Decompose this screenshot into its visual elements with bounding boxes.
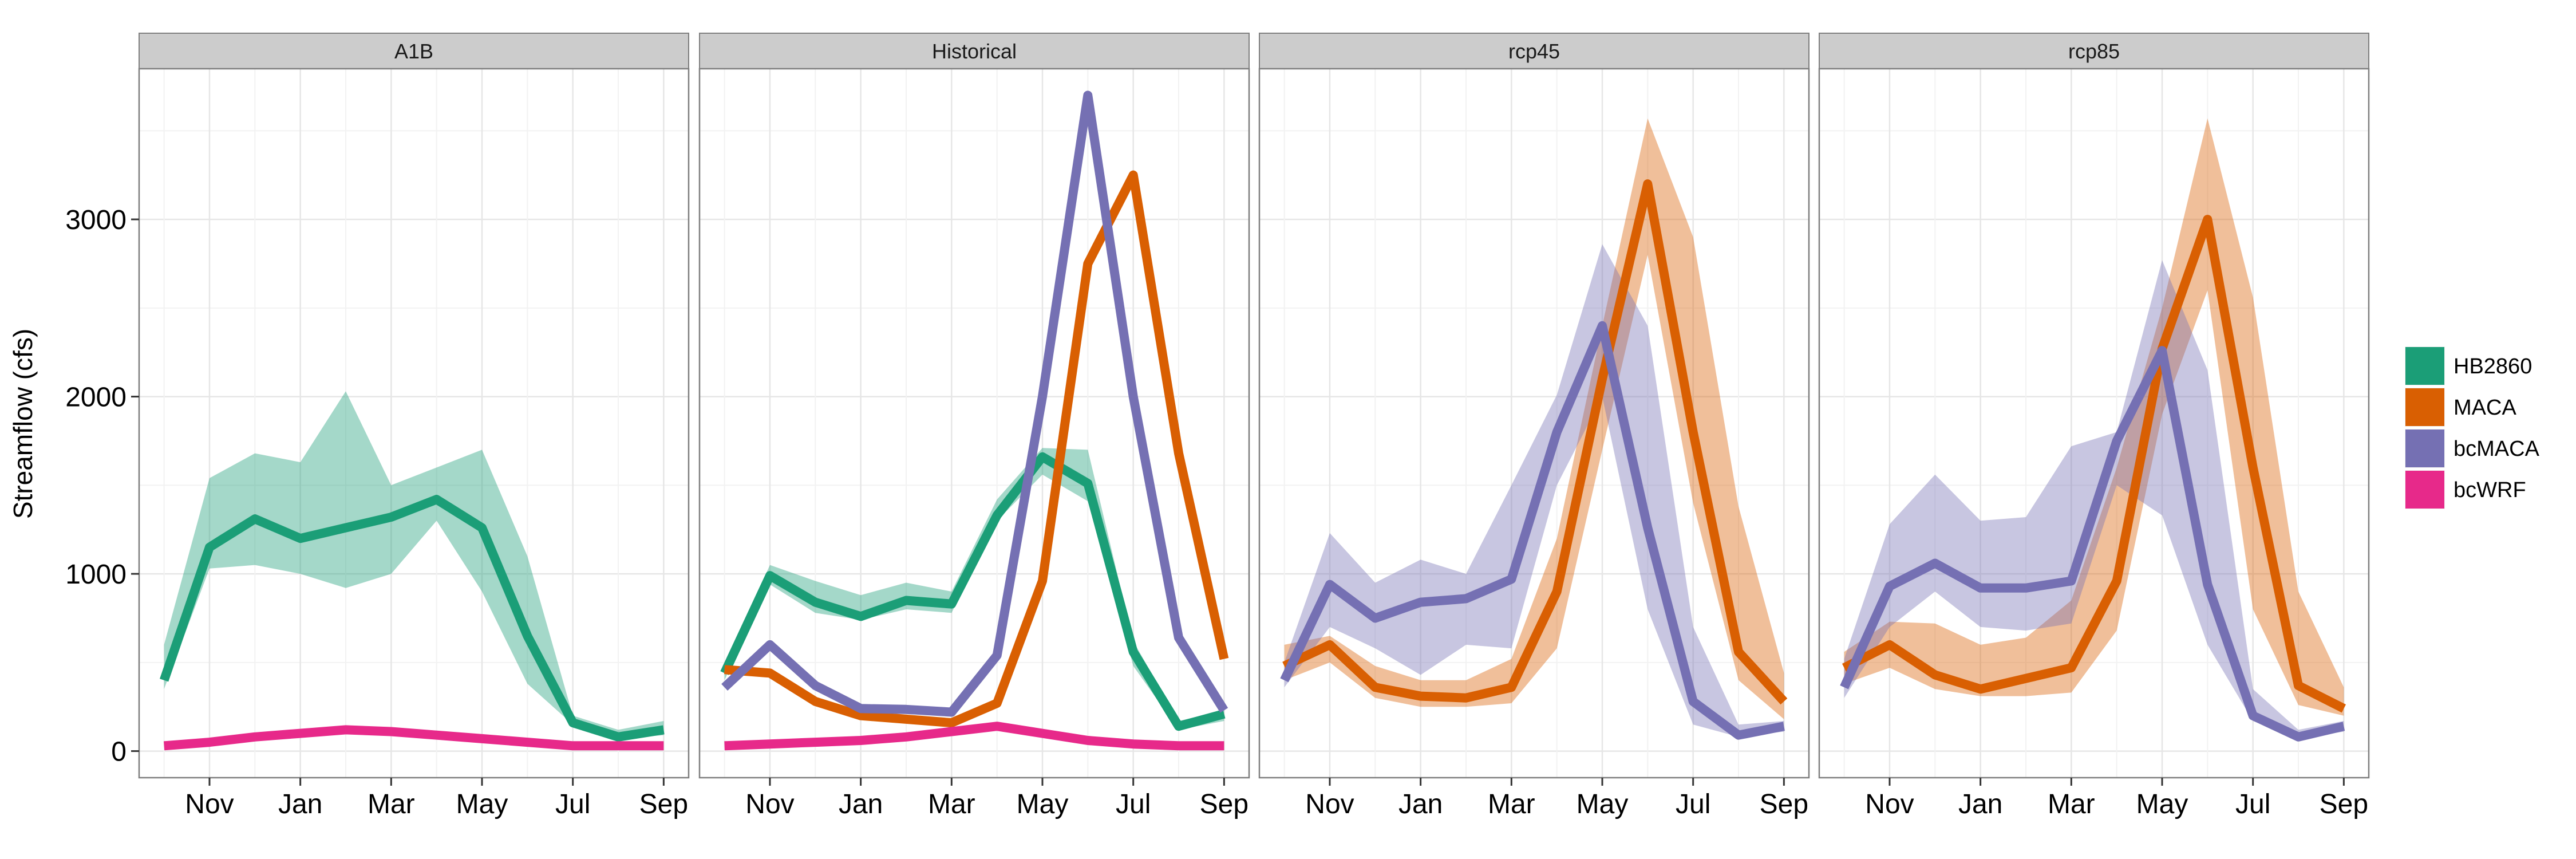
x-axis: Nov Jan Mar May Jul Sep [1865,778,2368,819]
facet-label: rcp85 [2068,40,2120,63]
facet-strip [1819,33,2369,69]
gridlines [1259,69,1809,778]
x-tick-label: Nov [1865,789,1914,819]
x-tick-label: Sep [1760,789,1808,819]
x-tick-label: May [1017,789,1069,819]
x-axis: Nov Jan Mar May Jul Sep [745,778,1249,819]
series-line-maca [1282,179,1788,705]
x-tick-label: May [1577,789,1629,819]
x-tick-label: Mar [368,789,415,819]
facet-label: rcp45 [1508,40,1560,63]
legend-swatch [2405,471,2444,509]
panel-border [1818,68,2370,779]
x-tick-label: Jan [839,789,883,819]
series-line-hb2860 [160,495,665,742]
legend-label: HB2860 [2453,354,2532,379]
x-tick-label: Jul [1676,789,1710,819]
legend-swatch [2405,430,2444,467]
x-tick-label: Jul [2235,789,2270,819]
legend-label: bcWRF [2453,478,2526,502]
x-axis: Nov Jan Mar May Jul Sep [185,778,688,819]
facet-strip [1259,33,1809,69]
facet-strip [139,33,689,69]
x-tick-label: Mar [1488,789,1535,819]
legend-item-bcwrf: bcWRF [2404,469,2526,510]
legend-label: bcMACA [2453,437,2540,461]
x-tick-label: Sep [2320,789,2368,819]
series-line-hb2860 [720,452,1226,731]
plot-background [700,69,1249,778]
x-tick-label: Sep [1200,789,1249,819]
x-tick-label: Sep [639,789,688,819]
legend-item-maca: MACA [2404,387,2516,428]
legend-label: MACA [2453,396,2516,420]
x-tick-label: Nov [1305,789,1354,819]
panel-border [698,68,1250,779]
series-line-bcmaca [721,90,1228,717]
x-tick-label: Jul [1116,789,1151,819]
panel-a1b: A1B Nov Jan Mar May Jul Sep 0 1000 2000 3000 [65,33,690,819]
panel-rcp45: rcp45 Nov Jan Mar May Jul Sep [1258,33,1810,819]
panel-border [138,68,690,779]
y-axis: 0 1000 2000 3000 [65,205,139,767]
legend-swatch [2405,347,2444,385]
plot-background [139,69,689,778]
y-tick-label: 1000 [65,559,127,590]
y-tick-label: 3000 [65,205,127,235]
x-tick-label: Jan [1398,789,1443,819]
gridlines [1819,69,2369,778]
series-line-bcwrf [163,725,664,751]
panels-layer: A1B Nov Jan Mar May Jul Sep 0 1000 2000 3000 Histor… [65,33,2370,819]
series-line-maca [1842,215,2346,713]
panel-rcp85: rcp85 Nov Jan Mar May Jul Sep [1818,33,2370,819]
series-line-maca [724,170,1229,728]
x-tick-label: Mar [2048,789,2095,819]
series-line-bcwrf [724,722,1224,751]
facet-label: Historical [932,40,1017,63]
y-tick-label: 0 [111,737,127,767]
facet-label: A1B [394,40,433,63]
series-line-bcmaca [1280,321,1785,740]
facet-strip [699,33,1250,69]
legend-item-bcmaca: bcMACA [2404,428,2540,469]
y-axis-title: Streamflow (cfs) [8,329,38,519]
legend: HB2860 MACA bcMACA bcWRF [2404,345,2540,510]
legend-swatch [2405,388,2444,426]
x-tick-label: Jan [1958,789,2002,819]
x-tick-label: Jul [555,789,590,819]
panel-border [1258,68,1810,779]
x-tick-label: Nov [745,789,794,819]
x-tick-label: Nov [185,789,234,819]
x-axis: Nov Jan Mar May Jul Sep [1305,778,1808,819]
x-tick-label: Jan [278,789,322,819]
panel-historical: Historical Nov Jan Mar May Jul Sep [698,33,1250,819]
x-tick-label: Mar [928,789,975,819]
x-tick-label: May [2136,789,2188,819]
gridlines [139,69,689,778]
legend-item-hb2860: HB2860 [2404,345,2532,387]
x-tick-label: May [456,789,508,819]
y-tick-label: 2000 [65,383,127,413]
series-line-bcmaca [1840,346,2345,742]
